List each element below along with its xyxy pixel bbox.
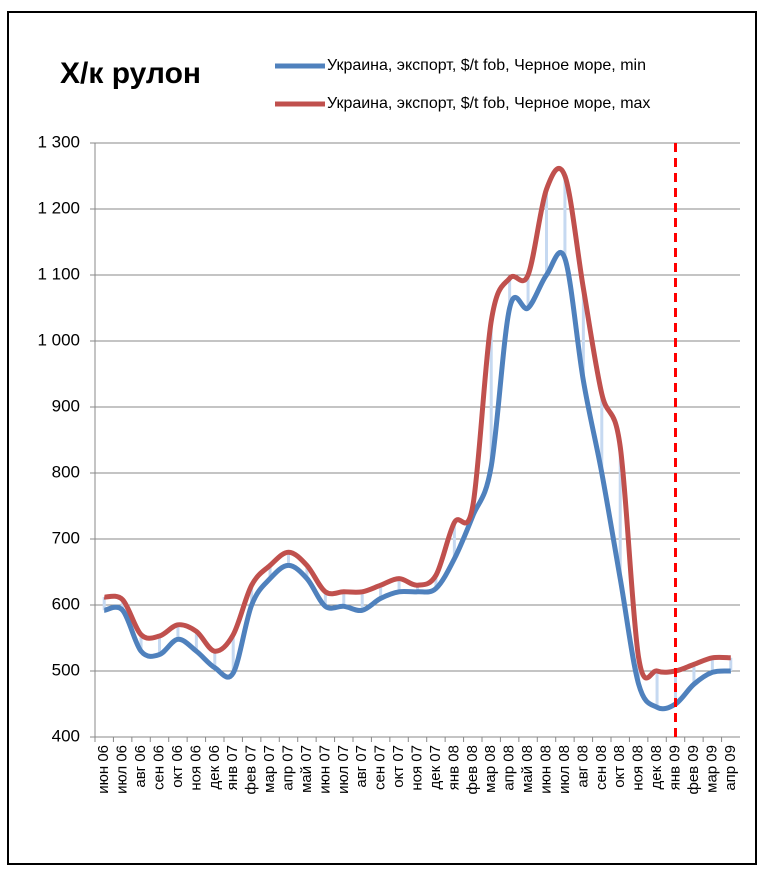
x-tick-label: фев 07 <box>243 745 260 795</box>
y-tick-label: 700 <box>52 528 80 547</box>
x-tick-label: окт 06 <box>169 745 186 788</box>
x-tick-label: июн 07 <box>316 745 333 794</box>
x-tick-label: янв 09 <box>666 745 683 790</box>
x-tick-label: апр 08 <box>501 745 518 791</box>
series-line <box>103 166 731 681</box>
y-tick-label: 1 100 <box>37 264 80 283</box>
y-tick-label: 900 <box>52 396 80 415</box>
legend-label: Украина, экспорт, $/t fob, Черное море, … <box>327 95 650 112</box>
y-tick-label: 600 <box>52 594 80 613</box>
x-tick-label: июн 08 <box>537 745 554 794</box>
x-tick-label: дек 07 <box>427 745 444 790</box>
x-tick-label: дек 06 <box>206 745 223 790</box>
x-tick-label: мар 09 <box>703 745 720 793</box>
x-tick-label: дек 08 <box>648 745 665 790</box>
x-tick-label: авг 08 <box>574 745 591 788</box>
x-tick-label: июл 08 <box>556 745 573 794</box>
x-tick-label: июн 06 <box>95 745 112 794</box>
x-tick-label: апр 07 <box>279 745 296 791</box>
x-tick-label: июл 06 <box>114 745 131 794</box>
x-tick-label: окт 08 <box>611 745 628 788</box>
x-tick-label: янв 07 <box>224 745 241 790</box>
x-tick-label: май 07 <box>298 745 315 793</box>
x-tick-label: мар 08 <box>482 745 499 793</box>
x-tick-label: ноя 06 <box>187 745 204 791</box>
legend-label: Украина, экспорт, $/t fob, Черное море, … <box>327 57 646 74</box>
y-tick-label: 1 200 <box>37 198 80 217</box>
y-tick-label: 500 <box>52 660 80 679</box>
frame <box>7 11 757 865</box>
y-tick-label: 1 300 <box>37 132 80 151</box>
y-tick-label: 400 <box>52 726 80 745</box>
x-tick-label: ноя 08 <box>630 745 647 791</box>
x-tick-label: сен 07 <box>372 745 389 790</box>
chart-title: Х/к рулон <box>60 57 201 90</box>
x-tick-label: окт 07 <box>390 745 407 788</box>
x-tick-label: июл 07 <box>335 745 352 794</box>
x-tick-label: авг 06 <box>132 745 149 788</box>
series-line <box>103 249 731 712</box>
x-tick-label: ноя 07 <box>408 745 425 791</box>
x-tick-label: мар 07 <box>261 745 278 793</box>
x-tick-label: авг 07 <box>353 745 370 788</box>
x-tick-label: фев 09 <box>685 745 702 795</box>
x-tick-label: янв 08 <box>445 745 462 790</box>
x-tick-label: сен 06 <box>150 745 167 790</box>
x-tick-label: сен 08 <box>593 745 610 790</box>
x-tick-label: май 08 <box>519 745 536 793</box>
x-tick-label: апр 09 <box>722 745 739 791</box>
y-tick-label: 800 <box>52 462 80 481</box>
x-tick-label: фев 08 <box>464 745 481 795</box>
y-tick-label: 1 000 <box>37 330 80 349</box>
